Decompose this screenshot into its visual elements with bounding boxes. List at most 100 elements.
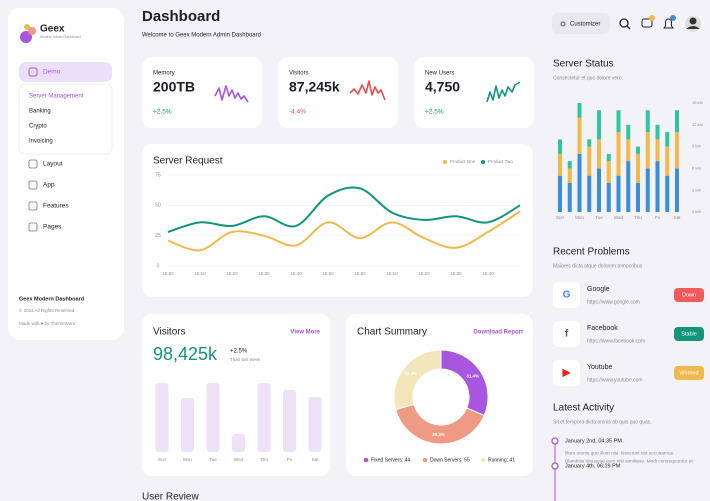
series-line (167, 186, 521, 233)
x-tick-label: 16:00 (162, 271, 174, 276)
donut-slice (395, 403, 485, 445)
site-url: https://www.youtube.com (587, 377, 643, 383)
stat-value: 200TB (153, 79, 195, 95)
customizer-button[interactable] (552, 13, 610, 34)
submenu-item[interactable]: Invoicing (29, 139, 53, 145)
site-name: Google (587, 286, 610, 293)
bar-segment (577, 153, 582, 212)
bar-segment (655, 124, 660, 140)
x-tick-label: Wed (614, 215, 624, 220)
submenu-item[interactable]: Server Management (29, 94, 84, 100)
bar-segment (675, 168, 679, 212)
footer-credit: Made with ♥ by ThemeWant (19, 321, 76, 326)
chat-icon[interactable] (641, 18, 653, 28)
submenu-item[interactable]: Banking (29, 109, 51, 115)
footer-copyright: © 2024 All Rights Reserved (19, 307, 75, 313)
page-title: Dashboard (142, 8, 220, 25)
card (553, 360, 580, 386)
x-tick-label: 16:10 (194, 271, 206, 276)
y-tick-label: 6 kM (692, 165, 701, 170)
slice-label: 31.4% (466, 373, 479, 378)
bar-segment (665, 146, 670, 176)
view-more-link[interactable]: View More (290, 330, 320, 336)
logo (28, 27, 36, 35)
bar-segment (606, 161, 611, 183)
menu-item[interactable]: Layout (43, 161, 63, 168)
logo (24, 24, 30, 30)
search-icon[interactable] (619, 18, 629, 28)
section-title: Recent Problems (553, 247, 630, 258)
y-tick-label: 15 kM (692, 100, 703, 105)
tagline: Modern Admin Dashboard (40, 35, 81, 39)
customizer-label[interactable]: Customizer (570, 22, 600, 28)
x-tick-label: Sat (674, 215, 682, 220)
icon (28, 159, 38, 169)
badge (649, 15, 655, 21)
bar (257, 383, 271, 452)
bar (232, 434, 245, 452)
brand-icon: f (565, 329, 569, 340)
bar (283, 390, 296, 452)
stat-value: 4,750 (425, 79, 460, 95)
menu-item[interactable]: Features (43, 203, 69, 210)
x-tick-label: Thu (634, 215, 642, 220)
bar-segment (597, 139, 601, 169)
y-tick-label: 50 (155, 203, 161, 209)
brand: Geex (40, 24, 65, 35)
stat-value: 87,245k (289, 79, 340, 95)
activity-date: January 4th, 06:19 PM (565, 463, 621, 469)
chart-title: Server Request (153, 156, 223, 167)
chart-title: Chart Summary (357, 327, 427, 338)
status-badge[interactable] (674, 327, 704, 341)
legend-swatch (363, 457, 369, 463)
x-tick-label: 16:40 (290, 271, 302, 276)
bar-segment (665, 175, 670, 212)
bar-segment (567, 161, 572, 169)
site-url: https://www.facebook.com (587, 338, 645, 344)
series-line (167, 210, 521, 252)
section-title: Latest Activity (553, 403, 614, 414)
status-badge[interactable] (674, 288, 704, 302)
x-tick-label: 16:20 (226, 271, 238, 276)
section-title: User Review (142, 492, 199, 501)
bar-segment (597, 110, 601, 140)
download-link[interactable]: Download Report (473, 330, 523, 336)
activity-text: Illum omnis quo illum nisi. Nesciunt est… (565, 450, 674, 456)
chart-title: Visitors (153, 327, 186, 338)
bar-segment (606, 182, 611, 212)
bar-segment (577, 117, 582, 154)
bar-segment (626, 161, 631, 212)
card (142, 57, 262, 128)
menu-item-active[interactable] (19, 62, 112, 82)
menu-item[interactable]: Pages (43, 224, 62, 231)
visitors-period: Than last week (230, 357, 261, 362)
bar-segment (645, 110, 650, 133)
slice-label: 29.3% (404, 371, 417, 376)
x-tick-label: Wed (234, 457, 244, 462)
menu-item[interactable]: Demo (43, 69, 61, 76)
stat-label: Visitors (289, 71, 309, 77)
x-tick-label: 16:30 (258, 271, 270, 276)
brand-icon: ▶ (562, 368, 572, 379)
bar-segment (675, 132, 679, 169)
bar-segment (597, 168, 601, 212)
bar (206, 383, 220, 452)
y-tick-label: 75 (155, 172, 161, 178)
logo (20, 31, 32, 43)
status-label: Down (682, 292, 696, 298)
timeline-dot (551, 462, 559, 470)
footer-title: Geex Modern Dashboard (19, 296, 84, 302)
section-subtitle: Sit et tempora dicta omnis ab quis quo q… (553, 419, 652, 425)
menu-item[interactable]: App (43, 182, 55, 189)
bar-segment (558, 175, 562, 212)
x-tick-label: 16:00 (354, 271, 366, 276)
bar-segment (558, 139, 562, 154)
submenu-item[interactable]: Crypto (29, 124, 47, 130)
legend-swatch (422, 457, 428, 463)
legend-label: Down Servers: 55 (430, 457, 470, 463)
bar-segment (626, 124, 631, 140)
status-badge[interactable] (674, 366, 704, 380)
chart-title: Server Status (553, 59, 614, 70)
bar-segment (587, 146, 592, 176)
bell-icon[interactable] (663, 18, 674, 29)
